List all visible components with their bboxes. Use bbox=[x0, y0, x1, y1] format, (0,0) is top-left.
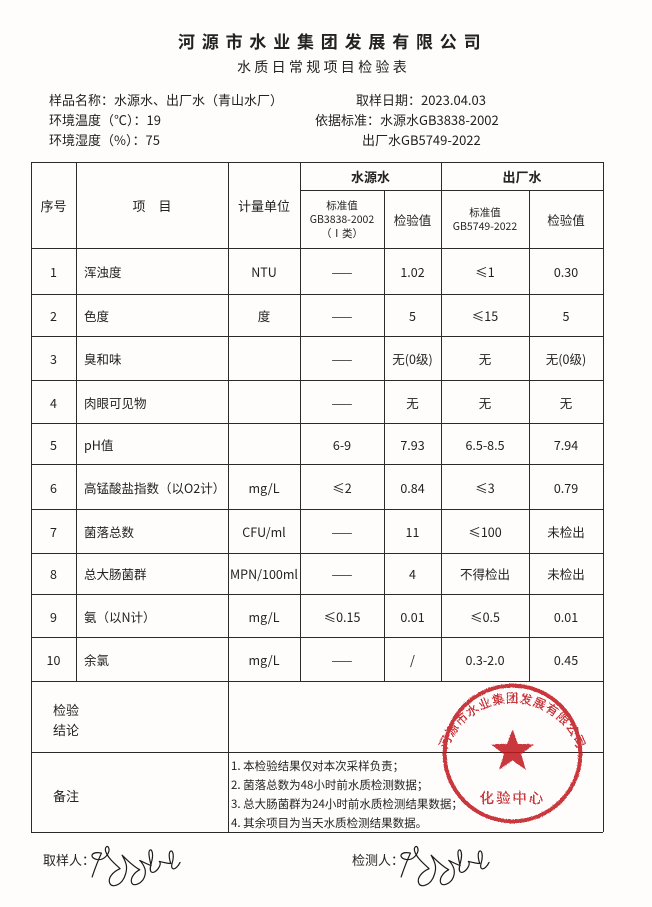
svg-text:化验中心: 化验中心 bbox=[480, 787, 546, 808]
